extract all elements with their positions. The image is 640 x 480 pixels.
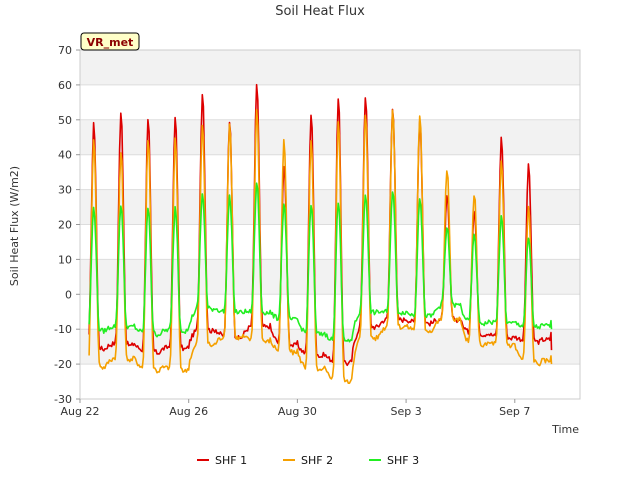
y-tick-label: 50 — [58, 114, 72, 127]
grid-band — [80, 119, 580, 155]
y-tick-label: -30 — [54, 393, 72, 406]
x-tick-label: Sep 7 — [499, 405, 530, 418]
grid-band — [80, 259, 580, 295]
legend-label: SHF 1 — [215, 454, 247, 467]
station-badge-label: VR_met — [87, 36, 134, 49]
series-lines — [88, 83, 553, 384]
grid-band — [80, 189, 580, 225]
station-badge-box — [80, 32, 140, 51]
y-axis-label: Soil Heat Flux (W/m2) — [8, 166, 21, 286]
legend-item: SHF 2 — [283, 454, 333, 467]
station-badge: VR_met — [80, 32, 140, 51]
series-line-shf-2 — [88, 109, 553, 384]
y-tick-label: 60 — [58, 79, 72, 92]
y-tick-label: -20 — [54, 358, 72, 371]
plot-area — [79, 49, 581, 400]
y-tick-label: 0 — [65, 288, 72, 301]
y-tick-label: 10 — [58, 253, 72, 266]
y-tick-label: 30 — [58, 184, 72, 197]
x-tick-label: Aug 30 — [278, 405, 317, 418]
x-tick-label: Aug 22 — [61, 405, 100, 418]
grid-band — [80, 50, 580, 85]
y-tick-label: -10 — [54, 323, 72, 336]
chart-title: Soil Heat Flux — [275, 4, 365, 19]
x-tick-label: Aug 26 — [169, 405, 208, 418]
y-tick-label: 40 — [58, 149, 72, 162]
grid-bands — [80, 50, 580, 365]
y-tick-label: 70 — [58, 44, 72, 57]
x-tick-label: Sep 3 — [390, 405, 421, 418]
legend-label: SHF 2 — [301, 454, 333, 467]
legend-item: SHF 1 — [197, 454, 247, 467]
legend-label: SHF 3 — [387, 454, 419, 467]
x-axis-label: Time — [551, 423, 579, 436]
y-axis: -30 -20 -10 0 10 20 30 40 50 60 70 — [54, 44, 80, 406]
y-tick-label: 20 — [58, 219, 72, 232]
legend-item: SHF 3 — [369, 454, 419, 467]
x-axis: Aug 22 Aug 26 Aug 30 Sep 3 Sep 7 — [61, 399, 530, 418]
legend: SHF 1 SHF 2 SHF 3 — [197, 454, 419, 467]
series-line-shf-3 — [88, 182, 553, 343]
y-gridlines — [80, 49, 580, 400]
